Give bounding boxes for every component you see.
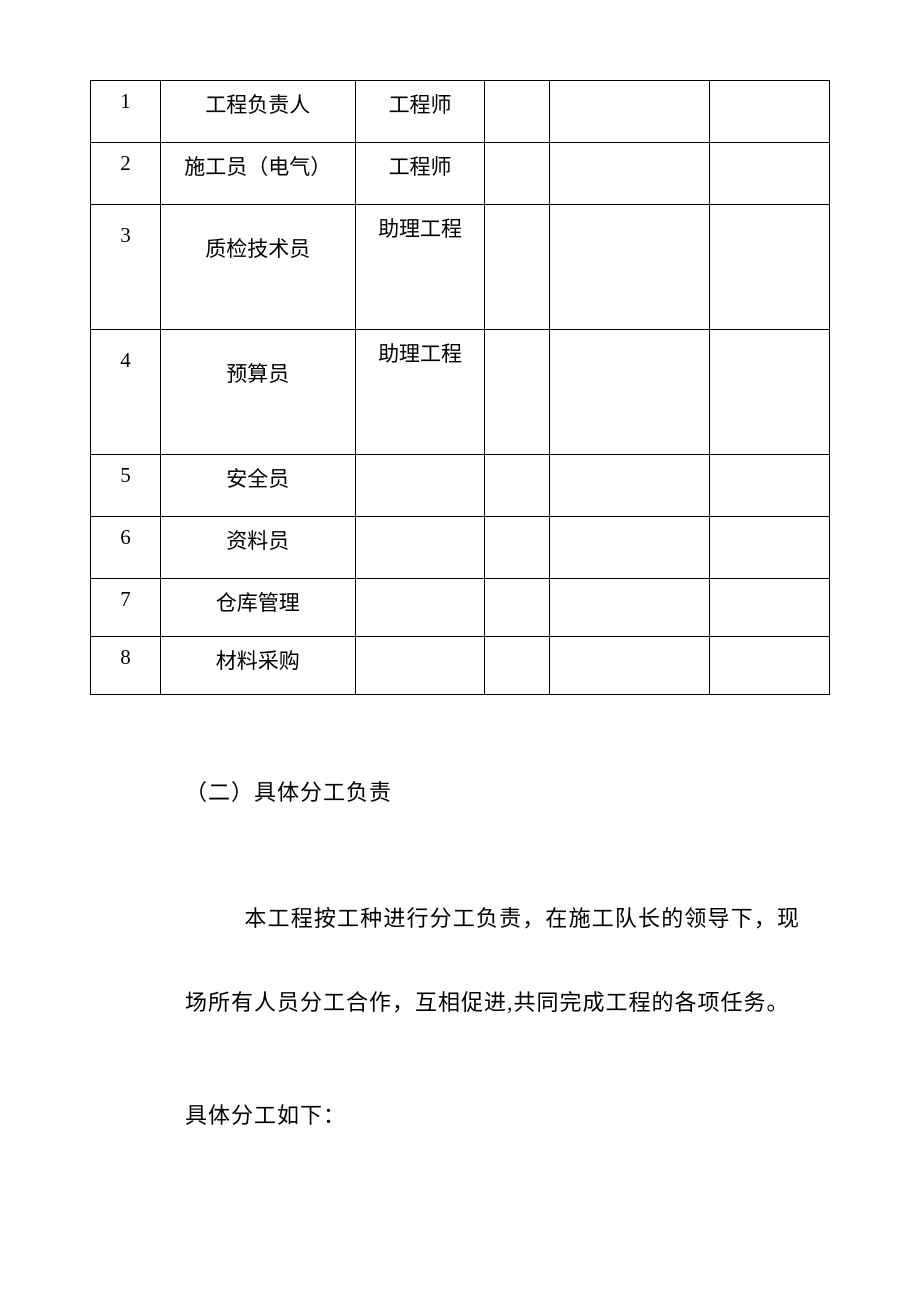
cell-title bbox=[355, 579, 485, 637]
table-row: 7 仓库管理 bbox=[91, 579, 830, 637]
cell-empty bbox=[485, 517, 550, 579]
cell-num: 1 bbox=[91, 81, 161, 143]
cell-empty bbox=[710, 81, 830, 143]
cell-title: 助理工程 bbox=[355, 205, 485, 330]
cell-role: 资料员 bbox=[160, 517, 355, 579]
cell-num: 2 bbox=[91, 143, 161, 205]
cell-num: 8 bbox=[91, 637, 161, 695]
cell-empty bbox=[550, 637, 710, 695]
cell-title bbox=[355, 455, 485, 517]
cell-title: 工程师 bbox=[355, 81, 485, 143]
cell-empty bbox=[710, 455, 830, 517]
table-row: 5 安全员 bbox=[91, 455, 830, 517]
cell-empty bbox=[485, 205, 550, 330]
table-row: 8 材料采购 bbox=[91, 637, 830, 695]
cell-num: 3 bbox=[91, 205, 161, 330]
cell-role: 施工员（电气） bbox=[160, 143, 355, 205]
cell-empty bbox=[710, 637, 830, 695]
table-row: 3 质检技术员 助理工程 bbox=[91, 205, 830, 330]
cell-title bbox=[355, 637, 485, 695]
section-heading: （二）具体分工负责 bbox=[185, 775, 800, 807]
cell-num: 5 bbox=[91, 455, 161, 517]
cell-role: 材料采购 bbox=[160, 637, 355, 695]
cell-empty bbox=[710, 330, 830, 455]
cell-num: 6 bbox=[91, 517, 161, 579]
cell-num: 7 bbox=[91, 579, 161, 637]
cell-empty bbox=[550, 455, 710, 517]
cell-role: 预算员 bbox=[160, 330, 355, 455]
table-row: 1 工程负责人 工程师 bbox=[91, 81, 830, 143]
body-paragraph: 具体分工如下： bbox=[185, 1094, 800, 1138]
cell-empty bbox=[550, 205, 710, 330]
cell-role: 仓库管理 bbox=[160, 579, 355, 637]
cell-empty bbox=[710, 205, 830, 330]
cell-empty bbox=[550, 579, 710, 637]
cell-empty bbox=[710, 143, 830, 205]
body-paragraph: 本工程按工种进行分工负责，在施工队长的领导下，现场所有人员分工合作，互相促进,共… bbox=[185, 877, 800, 1044]
cell-empty bbox=[485, 455, 550, 517]
cell-role: 安全员 bbox=[160, 455, 355, 517]
text-section: （二）具体分工负责 本工程按工种进行分工负责，在施工队长的领导下，现场所有人员分… bbox=[90, 775, 830, 1138]
cell-empty bbox=[485, 579, 550, 637]
cell-num: 4 bbox=[91, 330, 161, 455]
cell-empty bbox=[550, 81, 710, 143]
cell-empty bbox=[550, 330, 710, 455]
personnel-table: 1 工程负责人 工程师 2 施工员（电气） 工程师 3 质检技术员 助理工程 4… bbox=[90, 80, 830, 695]
cell-empty bbox=[550, 517, 710, 579]
cell-empty bbox=[485, 330, 550, 455]
table-body: 1 工程负责人 工程师 2 施工员（电气） 工程师 3 质检技术员 助理工程 4… bbox=[91, 81, 830, 695]
cell-empty bbox=[710, 517, 830, 579]
cell-role: 质检技术员 bbox=[160, 205, 355, 330]
cell-empty bbox=[710, 579, 830, 637]
table-row: 6 资料员 bbox=[91, 517, 830, 579]
cell-title: 工程师 bbox=[355, 143, 485, 205]
cell-title: 助理工程 bbox=[355, 330, 485, 455]
cell-title bbox=[355, 517, 485, 579]
cell-empty bbox=[485, 81, 550, 143]
cell-empty bbox=[485, 143, 550, 205]
cell-empty bbox=[485, 637, 550, 695]
cell-role: 工程负责人 bbox=[160, 81, 355, 143]
table-row: 4 预算员 助理工程 bbox=[91, 330, 830, 455]
table-row: 2 施工员（电气） 工程师 bbox=[91, 143, 830, 205]
cell-empty bbox=[550, 143, 710, 205]
